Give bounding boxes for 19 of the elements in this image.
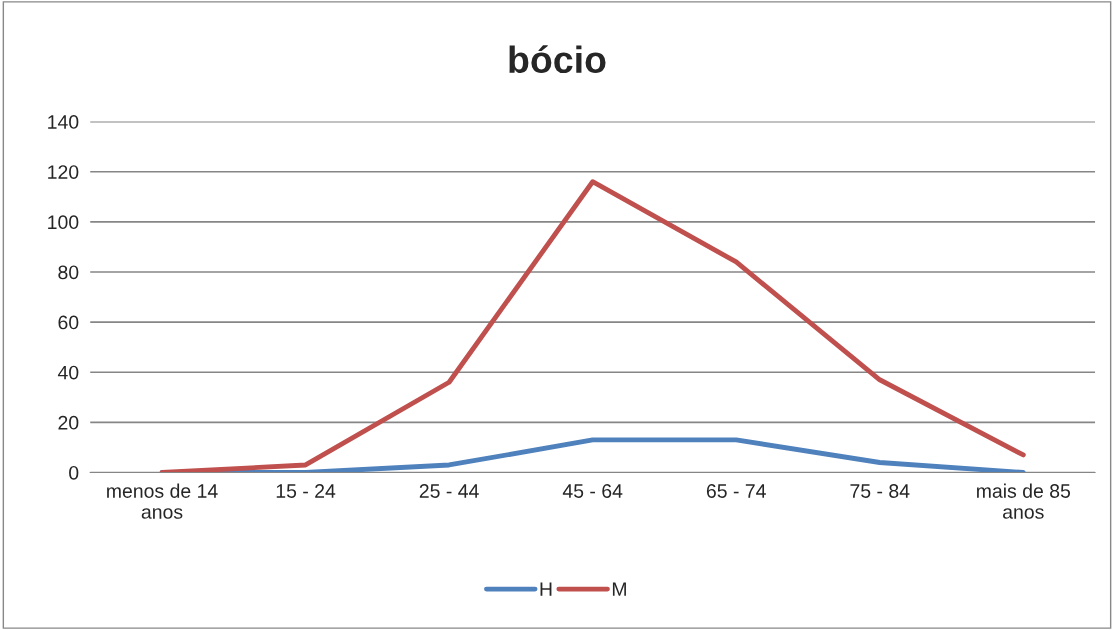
y-tick-label: 100 [48,215,79,230]
x-tick-label: menos de 14 anos [107,483,218,519]
x-tick-label: 25 - 44 [419,484,479,498]
y-tick-label: 40 [57,365,79,380]
x-tick-label: 15 - 24 [276,484,336,498]
x-tick-label: 75 - 84 [850,484,910,498]
y-tick-label: 60 [58,315,79,330]
x-tick-label: 65 - 74 [706,484,766,498]
y-tick-label: 80 [58,265,79,280]
chart-title: bócio [509,45,606,74]
y-tick-label: 20 [58,415,79,430]
line-series [159,179,1026,473]
x-tick-label: 45 - 64 [562,484,623,498]
y-tick-label: 0 [69,465,79,480]
y-tick-label: 140 [48,115,79,129]
y-tick-label: 120 [48,165,79,179]
legend-label: H [540,582,552,596]
x-tick-label: mais de 85 anos [977,483,1071,519]
legend-label: M [612,582,626,596]
